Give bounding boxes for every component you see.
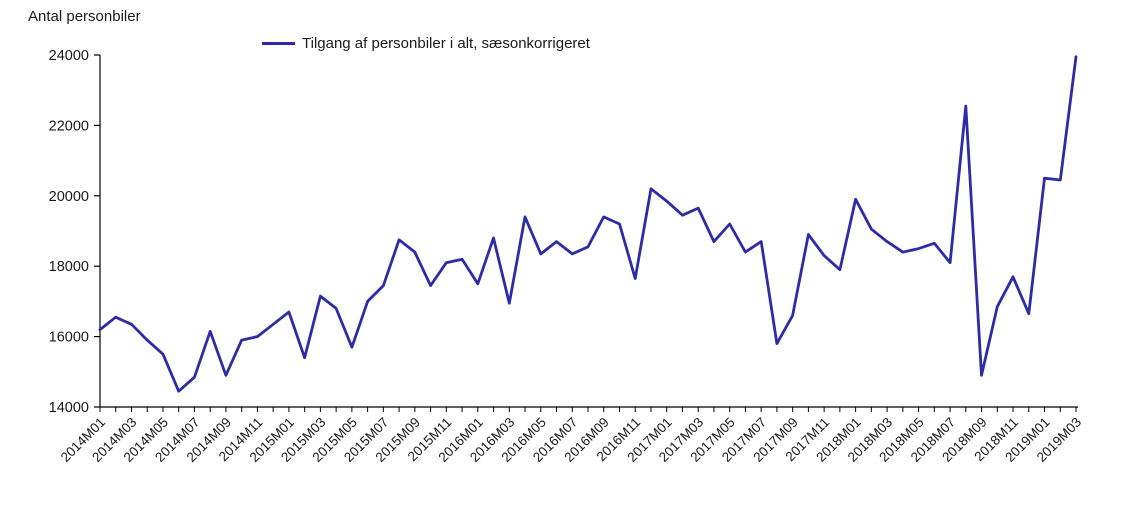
axes [99,55,1078,408]
axis-unit-label: Antal personbiler [28,8,141,25]
legend-line-swatch [262,42,295,45]
legend-label: Tilgang af personbiler i alt, sæsonkorri… [302,35,590,52]
y-tick-label: 22000 [49,118,89,134]
series-line-tilgang-personbiler [98,55,1078,393]
y-tick-label: 20000 [49,189,89,205]
y-ticks: 14000 16000 18000 20000 22000 24000 [49,48,100,416]
y-tick-label: 18000 [49,259,89,275]
y-tick-label: 24000 [49,48,89,64]
y-tick-label: 14000 [49,400,89,416]
x-ticks: 2014M012014M032014M052014M072014M092014M… [58,407,1084,465]
y-tick-label: 16000 [49,330,89,346]
legend: Tilgang af personbiler i alt, sæsonkorri… [262,35,590,52]
